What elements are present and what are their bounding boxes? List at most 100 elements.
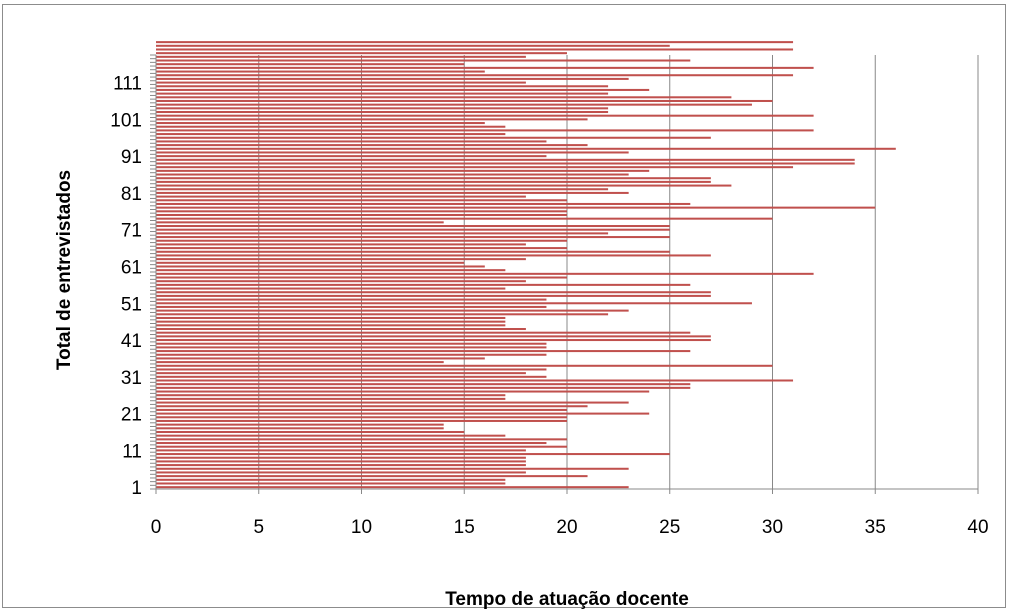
bar bbox=[156, 140, 547, 143]
bar bbox=[156, 41, 794, 44]
bar bbox=[156, 162, 855, 165]
bar bbox=[156, 272, 814, 275]
bar bbox=[156, 460, 526, 463]
bar bbox=[156, 283, 691, 286]
bar bbox=[156, 486, 629, 489]
x-tick-label-15: 15 bbox=[454, 517, 475, 538]
bar bbox=[156, 236, 670, 239]
bar bbox=[156, 88, 650, 91]
bar bbox=[156, 276, 567, 279]
bar bbox=[156, 254, 711, 257]
y-tick-label-61: 61 bbox=[121, 257, 142, 278]
bar bbox=[156, 195, 526, 198]
bar bbox=[156, 55, 526, 58]
x-tick-label-0: 0 bbox=[151, 517, 162, 538]
bar bbox=[156, 313, 609, 316]
bar bbox=[156, 228, 670, 231]
bar bbox=[156, 478, 506, 481]
bar bbox=[156, 416, 567, 419]
bar bbox=[156, 74, 794, 77]
bar bbox=[156, 449, 526, 452]
bar bbox=[156, 453, 670, 456]
bar bbox=[156, 206, 876, 209]
bar bbox=[156, 202, 691, 205]
y-axis-title: Total de entrevistados bbox=[54, 170, 75, 370]
bar bbox=[156, 346, 547, 349]
bar bbox=[156, 250, 670, 253]
bar bbox=[156, 482, 506, 485]
y-tick-label-21: 21 bbox=[121, 405, 142, 426]
bar bbox=[156, 372, 526, 375]
bar bbox=[156, 144, 588, 147]
bar bbox=[156, 133, 506, 136]
bar bbox=[156, 361, 444, 364]
x-tick-label-25: 25 bbox=[659, 517, 680, 538]
bar bbox=[156, 59, 691, 62]
bar bbox=[156, 475, 588, 478]
bar bbox=[156, 147, 896, 150]
bar bbox=[156, 129, 814, 132]
bar bbox=[156, 136, 711, 139]
bar bbox=[156, 77, 629, 80]
bar bbox=[156, 294, 711, 297]
bar bbox=[156, 155, 547, 158]
bar bbox=[156, 221, 444, 224]
bar bbox=[156, 434, 506, 437]
bar bbox=[156, 114, 814, 117]
x-axis-title: Tempo de atuação docente bbox=[445, 589, 689, 610]
y-tick-label-91: 91 bbox=[121, 147, 142, 168]
bar bbox=[156, 342, 547, 345]
y-tick-label-71: 71 bbox=[121, 221, 142, 242]
bar bbox=[156, 401, 629, 404]
bar bbox=[156, 261, 465, 264]
bar bbox=[156, 232, 609, 235]
bar bbox=[156, 258, 526, 261]
x-tick-label-40: 40 bbox=[967, 517, 988, 538]
bar bbox=[156, 309, 629, 312]
bar bbox=[156, 335, 711, 338]
bar bbox=[156, 118, 588, 121]
y-tick-label-31: 31 bbox=[121, 368, 142, 389]
bar bbox=[156, 225, 670, 228]
bar bbox=[156, 379, 794, 382]
bar bbox=[156, 423, 444, 426]
bar bbox=[156, 239, 567, 242]
bar bbox=[156, 438, 567, 441]
bar bbox=[156, 217, 773, 220]
bar bbox=[156, 368, 547, 371]
bar bbox=[156, 445, 567, 448]
bar bbox=[156, 430, 465, 434]
axes bbox=[150, 54, 979, 494]
bar bbox=[156, 199, 567, 202]
x-tick-label-10: 10 bbox=[351, 517, 372, 538]
bar bbox=[156, 44, 670, 47]
bar bbox=[156, 327, 526, 331]
bar bbox=[156, 48, 794, 51]
bar bbox=[156, 408, 567, 411]
bar bbox=[156, 213, 567, 217]
bar bbox=[156, 419, 567, 422]
bar bbox=[156, 298, 547, 301]
bar bbox=[156, 331, 691, 334]
bar bbox=[156, 390, 650, 393]
bar bbox=[156, 456, 526, 459]
x-tick-labels: 0 5 10 15 20 25 30 35 40 bbox=[151, 517, 989, 538]
bar bbox=[156, 184, 732, 187]
bar bbox=[156, 471, 526, 474]
bar bbox=[156, 350, 691, 353]
bar bbox=[156, 464, 526, 467]
bar bbox=[156, 243, 526, 246]
bar bbox=[156, 467, 629, 470]
bar bbox=[156, 107, 609, 110]
bar bbox=[156, 265, 485, 268]
y-tick-label-41: 41 bbox=[121, 331, 142, 352]
y-tick-label-111: 111 bbox=[113, 74, 142, 95]
bar bbox=[156, 169, 650, 172]
bar bbox=[156, 66, 814, 69]
y-tick-label-11: 11 bbox=[122, 441, 142, 462]
bar bbox=[156, 412, 650, 415]
bar bbox=[156, 122, 485, 125]
bar bbox=[156, 386, 691, 389]
bar bbox=[156, 405, 588, 408]
